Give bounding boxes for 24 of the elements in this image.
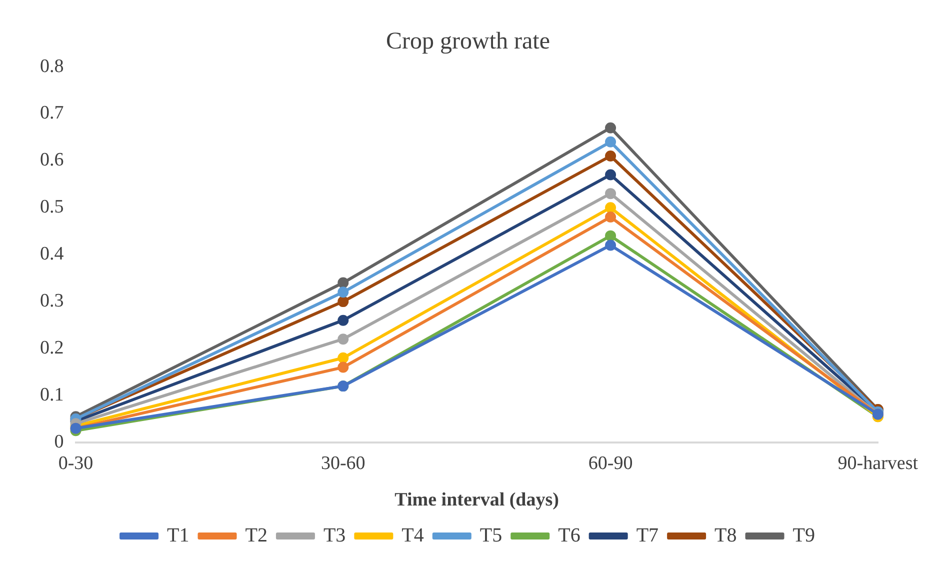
y-tick-label: 0.6 [40,150,64,171]
legend-label: T7 [636,524,659,546]
x-tick-label: 30-60 [320,452,366,474]
y-tick-label: 0.5 [40,196,64,218]
y-tick-label: 0.4 [40,244,64,265]
legend-label: T2 [245,524,268,546]
x-tick-label: 60-90 [588,452,633,474]
legend-label: T3 [323,524,346,546]
legend-label: T8 [714,524,737,546]
x-axis-title: Time interval (days) [394,490,559,511]
y-tick-label: 0.1 [40,384,64,406]
chart-title: Crop growth rate [386,28,550,55]
x-tick-label: 0-30 [58,452,94,474]
legend-label: T4 [402,524,424,546]
y-tick-label: 0.8 [40,56,64,77]
legend-label: T9 [792,524,815,546]
legend-label: T5 [480,524,502,546]
y-tick-label: 0.3 [40,290,64,312]
y-tick-label: 0.2 [40,337,64,358]
y-tick-label: 0 [54,431,64,452]
y-tick-label: 0.7 [40,102,64,124]
x-tick-label: 90-harvest [838,452,919,474]
legend-label: T1 [167,524,190,546]
legend-label: T6 [558,524,580,546]
